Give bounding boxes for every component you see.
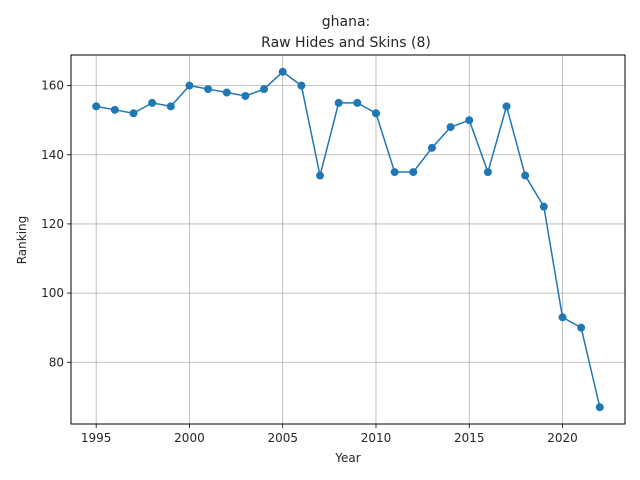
series-line [96, 70, 601, 408]
data-point [204, 85, 213, 94]
y-tick-label: 160 [41, 79, 64, 93]
x-tick-label: 2015 [454, 431, 485, 445]
data-point [409, 168, 418, 177]
data-point [278, 67, 287, 76]
data-point [110, 105, 119, 114]
data-point [427, 143, 436, 152]
data-point [148, 98, 157, 107]
y-axis-label: Ranking [15, 216, 29, 265]
data-point [390, 168, 399, 177]
y-tick-label: 140 [41, 148, 64, 162]
y-tick-label: 100 [41, 286, 64, 300]
data-point [316, 171, 325, 180]
series-markers [92, 67, 604, 412]
data-point [241, 91, 250, 100]
data-point [502, 102, 511, 111]
data-point [577, 323, 586, 332]
data-point [539, 202, 548, 211]
data-point [297, 81, 306, 90]
data-point [260, 85, 269, 94]
data-point [595, 403, 604, 412]
y-tick-label: 80 [49, 355, 64, 369]
data-point [334, 98, 343, 107]
chart-title-line-2: Raw Hides and Skins (8) [261, 35, 431, 51]
axis-ticks: 1995 2000 2005 2010 2015 2020 80 100 120 140 160 [41, 79, 578, 445]
x-axis-label: Year [334, 451, 360, 465]
data-point [185, 81, 194, 90]
data-point [129, 109, 138, 118]
x-tick-label: 2000 [174, 431, 205, 445]
x-tick-label: 2010 [361, 431, 392, 445]
data-point [166, 102, 175, 111]
plot-area-frame [70, 54, 626, 425]
x-tick-label: 2005 [267, 431, 298, 445]
data-point [465, 116, 474, 125]
data-point [222, 88, 231, 97]
data-point [92, 102, 101, 111]
data-point [483, 168, 492, 177]
data-point [558, 313, 567, 322]
data-point [371, 109, 380, 118]
data-point [446, 123, 455, 132]
chart-title-line-1: ghana: [322, 14, 371, 30]
data-point [353, 98, 362, 107]
grid-lines [71, 55, 625, 424]
data-point [521, 171, 530, 180]
x-tick-label: 1995 [81, 431, 112, 445]
x-tick-label: 2020 [547, 431, 578, 445]
y-tick-label: 120 [41, 217, 64, 231]
